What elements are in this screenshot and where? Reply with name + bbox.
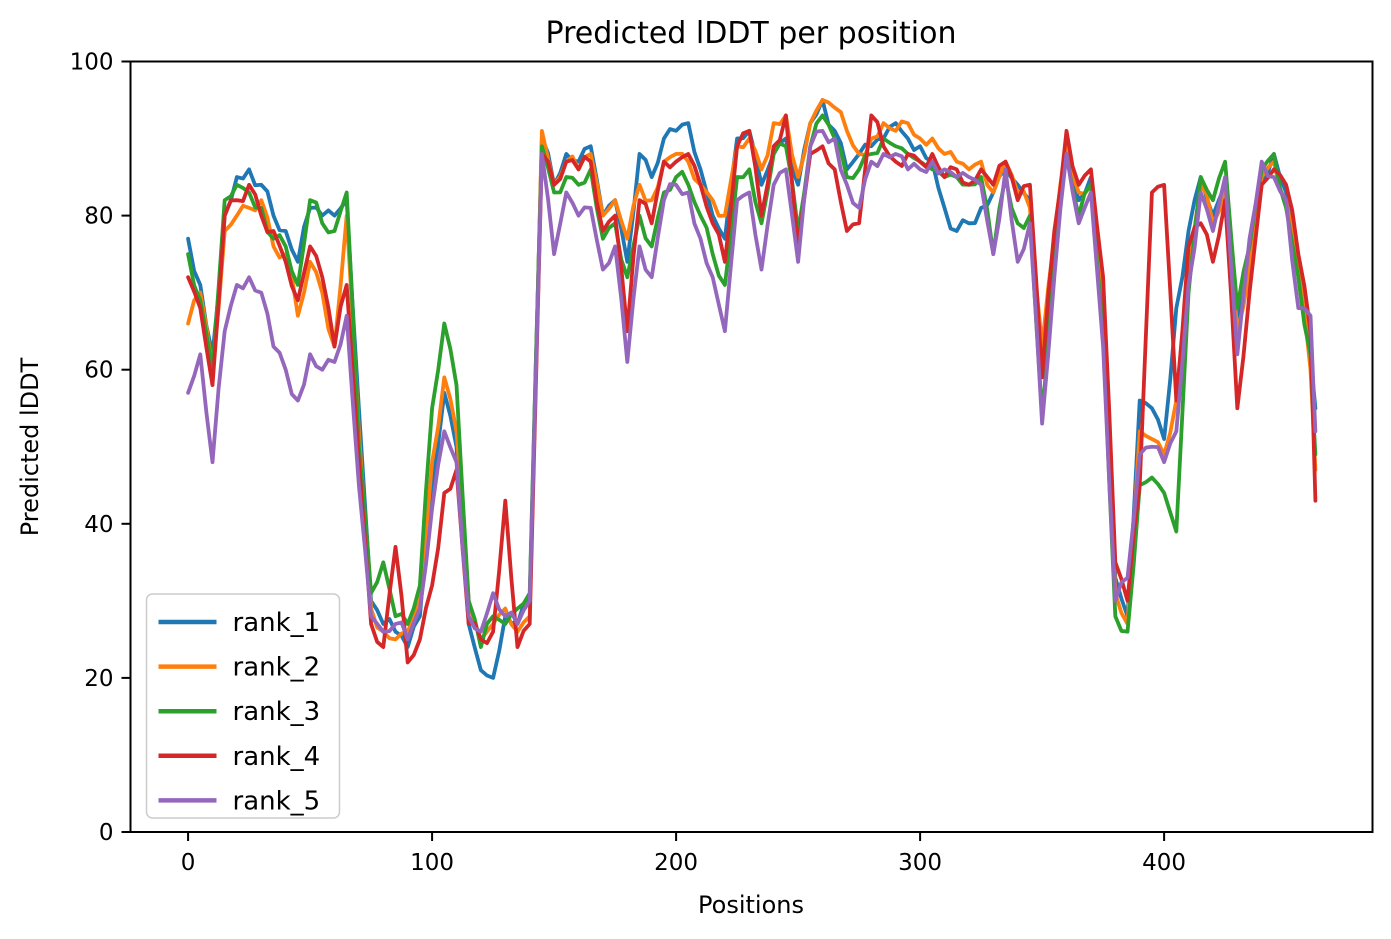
chart-title: Predicted lDDT per position — [546, 16, 957, 51]
x-axis-ticks: 0 100 200 300 400 — [181, 832, 1186, 876]
x-axis-label: Positions — [698, 891, 804, 919]
y-tick-label: 20 — [84, 666, 113, 692]
legend-box — [145, 593, 341, 819]
series-line-rank_5 — [186, 128, 1318, 642]
legend-label-rank_5: rank_5 — [233, 786, 321, 816]
plot-frame — [129, 60, 1374, 833]
x-tick-label: 300 — [898, 850, 942, 876]
x-tick-label: 100 — [410, 850, 454, 876]
legend-label-rank_4: rank_4 — [233, 742, 321, 772]
y-axis-label: Predicted lDDT — [16, 357, 44, 536]
y-tick-label: 40 — [84, 512, 113, 538]
x-tick-label: 0 — [181, 850, 196, 876]
legend: rank_1 rank_2 rank_3 rank_4 rank_5 — [145, 593, 341, 819]
y-tick-label: 60 — [84, 358, 113, 384]
legend-label-rank_1: rank_1 — [233, 608, 321, 638]
series-line-rank_3 — [186, 113, 1318, 649]
legend-label-rank_3: rank_3 — [233, 697, 321, 727]
y-tick-label: 100 — [70, 50, 114, 76]
x-tick-label: 400 — [1142, 850, 1186, 876]
legend-label-rank_2: rank_2 — [233, 653, 321, 683]
y-axis-ticks: 0 20 40 60 80 100 — [70, 50, 131, 846]
x-tick-label: 200 — [654, 850, 698, 876]
y-tick-label: 80 — [84, 204, 113, 230]
y-tick-label: 0 — [99, 820, 114, 846]
series-lines — [186, 98, 1318, 680]
